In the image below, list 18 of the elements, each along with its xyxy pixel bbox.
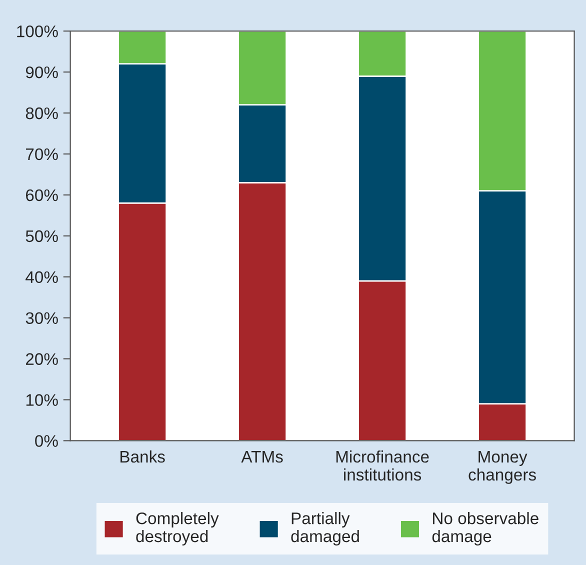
y-tick-label: 90% — [26, 66, 58, 78]
y-tick-label: 60% — [26, 189, 58, 202]
y-tick-label: 70% — [26, 148, 58, 160]
y-tick-label: 40% — [26, 271, 58, 284]
x-tick-label: Microfinance institutions — [336, 450, 429, 481]
legend-label: Partially damaged — [291, 512, 359, 546]
y-tick-label: 100% — [17, 25, 58, 38]
legend-label: No observable damage — [432, 512, 538, 546]
y-tick-label: 50% — [26, 230, 58, 242]
y-tick-label: 30% — [26, 312, 58, 324]
x-tick-label: Money changers — [468, 451, 536, 484]
legend-label: Completely destroyed — [136, 512, 219, 546]
y-tick-label: 80% — [26, 107, 58, 120]
x-tick-label: Banks — [120, 450, 165, 463]
y-tick-label: 20% — [26, 353, 58, 365]
y-tick-label: 10% — [26, 394, 58, 406]
y-tick-label: 0% — [35, 435, 58, 447]
x-tick-label: ATMs — [241, 451, 283, 463]
